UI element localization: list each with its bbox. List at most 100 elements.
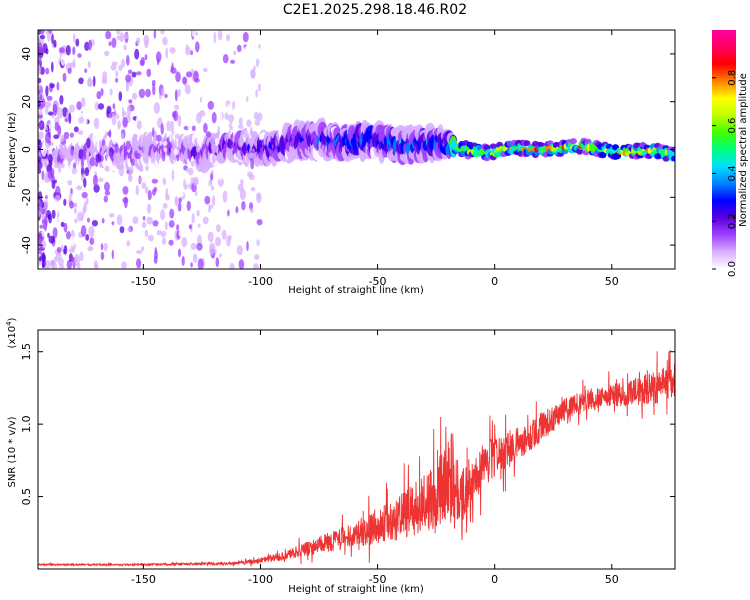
spectrogram-noise-cell bbox=[104, 190, 111, 196]
spectrogram-noise-cell bbox=[162, 177, 167, 186]
spectrogram-noise-cell bbox=[104, 50, 110, 57]
spectrogram-noise-cell bbox=[222, 190, 228, 203]
spectrogram-noise-cell bbox=[118, 64, 123, 71]
spectrogram-noise-cell bbox=[121, 261, 127, 269]
spectrogram-noise-cell bbox=[214, 41, 221, 48]
spectrogram-noise-cell bbox=[63, 245, 68, 255]
spectrogram-noise-cell bbox=[123, 196, 128, 209]
spectrogram-noise-cell bbox=[160, 30, 165, 35]
spectrogram-noise-cell bbox=[191, 213, 195, 224]
spectrogram-noise-cell bbox=[252, 52, 257, 63]
spectrogram-noise-cell bbox=[111, 113, 117, 126]
spectrogram-noise-cell bbox=[177, 202, 182, 212]
spectrogram-noise-cell bbox=[127, 227, 131, 232]
spectrogram-noise-cell bbox=[71, 256, 75, 262]
spectrogram-noise-cell bbox=[160, 209, 166, 221]
spectrogram-noise-cell bbox=[41, 259, 46, 268]
spectrogram-noise-cell bbox=[229, 262, 235, 269]
spectrogram-noise-cell bbox=[82, 150, 87, 161]
spectrogram-noise-cell bbox=[68, 104, 75, 113]
spectrogram-noise-cell bbox=[39, 94, 43, 101]
spectrogram-noise-cell bbox=[91, 30, 96, 38]
x-tick-label: 50 bbox=[605, 573, 619, 586]
spectrogram-noise-cell bbox=[177, 114, 182, 127]
spectrogram-noise-cell bbox=[86, 137, 91, 149]
spectrogram-noise-cell bbox=[71, 167, 78, 175]
spectrogram-noise-cell bbox=[196, 242, 203, 251]
spectrogram-noise-cell bbox=[244, 107, 248, 114]
spectrogram-noise-cell bbox=[118, 164, 125, 177]
spectrogram-noise-cell bbox=[54, 179, 57, 184]
spectrogram-noise-cell bbox=[77, 130, 84, 136]
spectrogram-noise-cell bbox=[101, 139, 106, 146]
spectrogram-noise-cell bbox=[101, 218, 105, 224]
spectrogram-noise-cell bbox=[231, 121, 237, 129]
spectrogram-noise-cell bbox=[117, 120, 121, 130]
spectrogram-noise-cell bbox=[86, 197, 89, 205]
spectrogram-noise-cell bbox=[120, 132, 124, 140]
spectrogram-noise-cell bbox=[249, 126, 253, 136]
spectrogram-noise-cell bbox=[226, 34, 231, 42]
spectrogram-noise-cell bbox=[243, 127, 248, 139]
y-tick-label: 40 bbox=[20, 47, 33, 61]
spectrogram-noise-cell bbox=[136, 37, 141, 44]
spectrogram-noise-cell bbox=[150, 151, 156, 164]
spectrogram-noise-cell bbox=[218, 170, 224, 181]
spectrogram-noise-cell bbox=[188, 224, 192, 230]
spectrogram-noise-cell bbox=[38, 233, 43, 245]
spectrogram-noise-cell bbox=[135, 250, 143, 254]
spectrogram-noise-cell bbox=[68, 112, 72, 124]
spectrogram-plot: -150 -100 -50 0 50 -40 -20 0 20 40 Height of str… bbox=[7, 29, 676, 296]
spectrogram-noise-cell bbox=[255, 192, 262, 204]
spectrogram-noise-cell bbox=[57, 257, 64, 267]
spectrogram-noise-cell bbox=[74, 218, 78, 224]
snr-x-ticks: -150 -100 -50 0 50 bbox=[131, 330, 619, 586]
spectrogram-noise-cell bbox=[73, 207, 77, 214]
spectrogram-noise-cell bbox=[256, 219, 263, 226]
spectrogram-noise-cell bbox=[66, 231, 71, 240]
spectrogram-noise-cell bbox=[237, 124, 244, 129]
spectrogram-noise-cell bbox=[170, 67, 177, 74]
spectrogram-noise-cell bbox=[46, 95, 53, 101]
spectrogram-noise-cell bbox=[256, 239, 260, 247]
spectrogram-noise-cell bbox=[60, 244, 64, 252]
spectrogram-noise-cell bbox=[87, 61, 91, 69]
spectrogram-noise-cell bbox=[53, 163, 59, 169]
x-tick-label: 50 bbox=[605, 275, 619, 288]
spectrogram-noise-cell bbox=[194, 78, 200, 83]
spectrogram-noise-cell bbox=[47, 232, 50, 238]
spectrogram-noise-cell bbox=[95, 153, 101, 163]
spectrogram-noise-cell bbox=[38, 56, 42, 67]
spectrogram-noise-cell bbox=[41, 145, 47, 157]
spectrogram-noise-cell bbox=[145, 88, 151, 98]
spectrogram-noise-cell bbox=[151, 178, 158, 184]
spectrogram-noise-cell bbox=[88, 39, 92, 51]
spectrogram-noise-cell bbox=[211, 112, 217, 124]
spectrogram-noise-cell bbox=[176, 224, 180, 231]
spectrogram-noise-cell bbox=[38, 256, 42, 262]
spectrogram-noise-cell bbox=[115, 70, 119, 78]
spectrogram-noise-cell bbox=[81, 191, 88, 199]
spectrogram-noise-cell bbox=[38, 46, 45, 55]
colorbar-tick-label: 0.6 bbox=[727, 118, 738, 134]
spectrogram-noise-cell bbox=[182, 76, 187, 85]
spectrogram-noise-cell bbox=[87, 245, 94, 252]
spectrogram-noise-cell bbox=[69, 193, 73, 199]
spectrogram-noise-cell bbox=[162, 141, 168, 146]
spectrogram-noise-cell bbox=[70, 145, 74, 156]
spectrogram-noise-cell bbox=[213, 249, 217, 254]
spectrogram-noise-cell bbox=[59, 235, 63, 245]
spectrogram-noise-cell bbox=[127, 174, 133, 182]
spectrogram-noise-cell bbox=[49, 259, 55, 267]
spectrogram-noise-cell bbox=[185, 71, 193, 78]
spectrogram-noise-cell bbox=[218, 95, 223, 105]
y-tick-label: 1.0 bbox=[20, 415, 33, 433]
spectrogram-noise-cell bbox=[95, 161, 98, 168]
spectrogram-noise-cell bbox=[161, 150, 166, 162]
spectrogram-noise-cell bbox=[214, 137, 220, 146]
spectrogram-noise-cell bbox=[73, 126, 79, 133]
spectrogram-noise-cell bbox=[116, 214, 123, 226]
spectrogram-noise-cell bbox=[162, 202, 168, 209]
spectrogram-noise-cell bbox=[218, 65, 225, 73]
